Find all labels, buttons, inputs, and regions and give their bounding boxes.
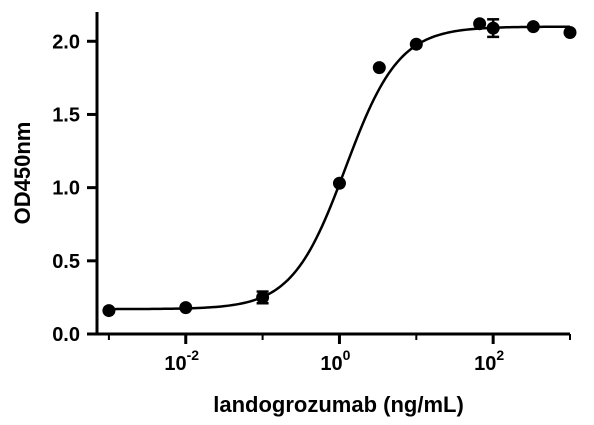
y-tick-label: 2.0: [52, 31, 80, 53]
y-tick-label: 1.5: [52, 104, 80, 126]
y-axis: 0.0 0.5 1.0 1.5 2.0: [52, 12, 99, 346]
data-point: [179, 301, 193, 315]
y-axis-title: OD450nm: [10, 122, 35, 225]
data-point: [102, 304, 116, 318]
fit-curve: [108, 25, 571, 311]
data-point: [486, 21, 500, 35]
y-tick-label: 0.0: [52, 324, 80, 346]
x-axis: 10-2 100 102: [97, 332, 571, 375]
x-tick-label: 100: [320, 347, 350, 375]
data-point: [409, 37, 423, 51]
plot-area: [102, 17, 577, 318]
data-point: [526, 20, 540, 34]
x-ticks: 10-2 100 102: [164, 334, 504, 375]
x-minor-ticks: [107, 334, 571, 340]
x-tick-label: 102: [474, 347, 504, 375]
data-point: [332, 176, 346, 190]
x-tick-label: 10-2: [164, 347, 199, 375]
data-point: [473, 17, 487, 31]
x-axis-title: landogrozumab (ng/mL): [213, 392, 464, 417]
y-ticks: 0.0 0.5 1.0 1.5 2.0: [52, 31, 97, 346]
y-tick-label: 1.0: [52, 178, 80, 200]
data-point: [563, 25, 577, 39]
data-point: [256, 290, 270, 304]
data-points: [102, 17, 577, 318]
data-point: [372, 61, 386, 75]
y-tick-label: 0.5: [52, 251, 80, 273]
